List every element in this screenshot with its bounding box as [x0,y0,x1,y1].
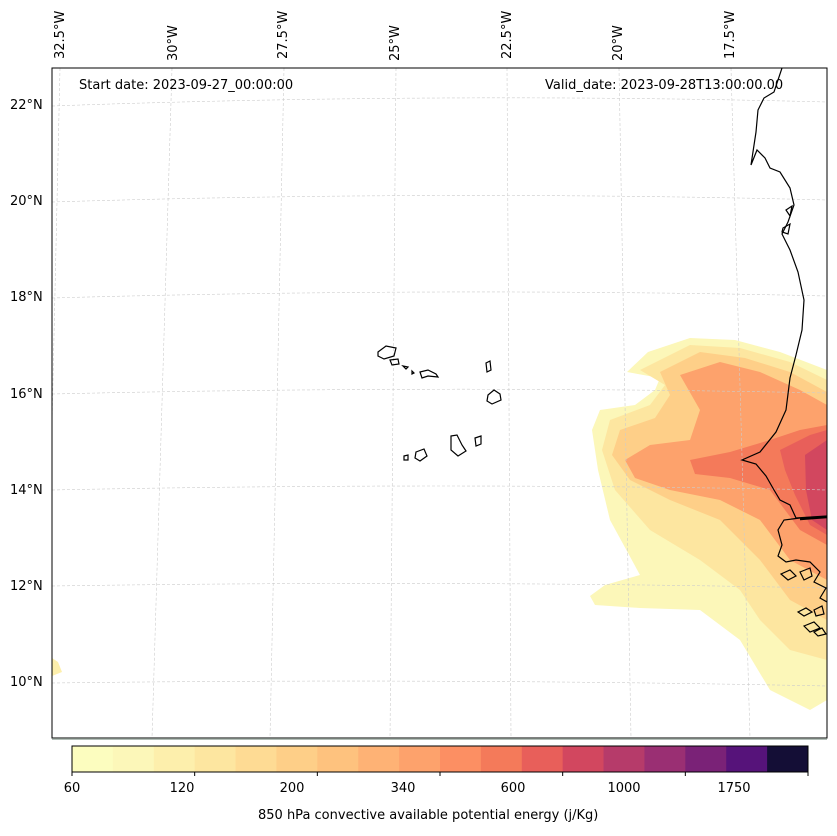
lon-line-22-5 [506,68,512,738]
lat-line-14 [52,485,827,491]
lon-label-20: 20°W [611,25,626,61]
brava-island [403,454,409,461]
fogo-island [414,448,428,462]
guinea-bissau-islands [796,605,827,637]
colorbar-swatch [440,746,482,772]
colorbar-swatch [317,746,359,772]
colorbar-tick-120: 120 [169,781,195,796]
colorbar-tick-1000: 1000 [607,781,641,796]
colorbar-tick-60: 60 [63,781,81,796]
colorbar-swatch [685,746,727,772]
colorbar-swatch [767,746,809,772]
lon-label-25: 25°W [388,25,403,61]
boa-vista-island [486,389,502,405]
lat-line-10 [52,680,827,687]
cape-contour-7 [805,440,827,530]
colorbar-swatch [112,746,155,772]
lon-label-22-5: 22.5°W [500,10,515,59]
gambia-river [799,515,827,521]
colorbar-swatch [276,746,318,772]
senegal-gambia-coast [777,517,827,603]
santo-antao-island [377,345,397,360]
cape-contour-8 [52,658,62,676]
start-date-label: Start date: 2023-09-27_00:00:00 [79,78,294,93]
lon-label-27-5: 27.5°W [276,10,291,59]
lat-line-22 [52,97,827,107]
sao-nicolau-island [419,369,440,379]
lon-label-17-5: 17.5°W [723,10,738,59]
colorbar-tick-600: 600 [500,781,526,796]
lat-label-20: 20°N [10,194,43,209]
lon-label-30: 30°W [166,25,181,61]
africa-coastline [740,68,827,519]
colorbar-swatch [603,746,645,772]
lat-label-16: 16°N [10,387,43,402]
lon-line-17-5 [730,68,751,738]
cape-field [52,338,827,710]
lat-label-14: 14°N [10,483,43,498]
santiago-island [450,434,467,457]
colorbar-swatch [194,746,237,772]
sao-vicente-island [389,358,400,366]
colorbar-swatch [235,746,277,772]
colorbar-swatch [521,746,564,772]
lat-line-12 [52,583,827,589]
lon-line-27-5 [269,68,285,738]
lon-line-20 [618,68,632,738]
colorbar-swatch [726,746,768,772]
colorbar-swatch [399,746,441,772]
colorbar-tick-200: 200 [279,781,305,796]
lat-label-10: 10°N [10,675,43,690]
lat-line-16 [52,388,827,395]
graticule [52,68,827,738]
colorbar-tick-1750: 1750 [717,781,751,796]
colorbar-tick-340: 340 [390,781,416,796]
map-frame [51,67,828,739]
lat-label-12: 12°N [10,579,43,594]
santa-luzia-island [401,365,416,375]
colorbar-label: 850 hPa convective available potential e… [258,808,599,823]
bissagos-islands [779,567,813,581]
colorbar-swatch [480,746,523,772]
coastal-island [781,204,793,235]
colorbar-swatch [153,746,196,772]
lat-line-18 [52,291,827,299]
lat-line-20 [52,195,827,203]
sal-island [485,360,492,373]
maio-island [474,435,482,447]
lon-label-32-5: 32.5°W [53,10,68,59]
colorbar-swatch [358,746,400,772]
lon-line-30 [151,68,173,738]
colorbar-swatch [562,746,605,772]
coastlines [377,68,827,637]
valid-date-label: Valid_date: 2023-09-28T13:00:00.00 [545,78,784,93]
lat-label-18: 18°N [10,290,43,305]
colorbar [71,745,809,776]
colorbar-swatch [72,746,114,772]
colorbar-swatch [644,746,686,772]
lon-line-25 [389,68,397,738]
lat-label-22: 22°N [10,98,43,113]
